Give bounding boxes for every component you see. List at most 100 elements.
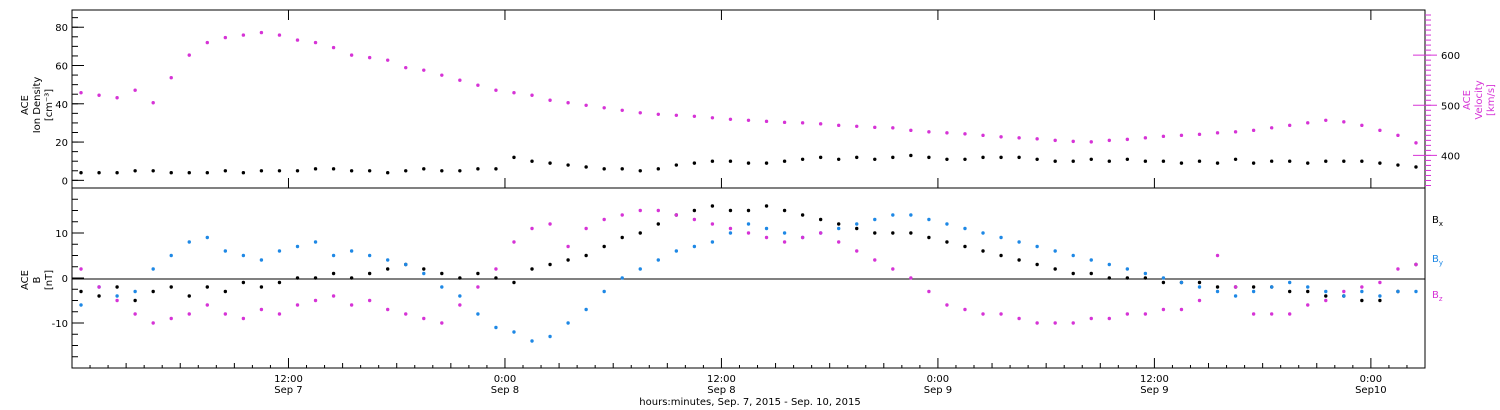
ion-density-point [1342, 159, 1346, 163]
velocity-point [1269, 126, 1274, 130]
velocity-point [1233, 130, 1238, 134]
bx-point [1089, 271, 1093, 276]
top-left-axis-tick-label: 0 [62, 176, 68, 187]
bx-point [97, 294, 101, 298]
ion-density-point [692, 161, 697, 165]
bz-point [223, 312, 228, 316]
bx-point [1017, 258, 1021, 262]
bz-point [891, 267, 895, 271]
bx-point [891, 231, 895, 235]
by-point [656, 258, 660, 262]
ion-density-point [746, 161, 751, 165]
by-point [223, 249, 228, 253]
bz-point [800, 235, 805, 240]
by-point [764, 226, 769, 231]
bx-point [259, 285, 264, 289]
ion-density-point [602, 167, 606, 171]
velocity-point [764, 119, 769, 124]
velocity-point [151, 101, 155, 105]
bx-point [1035, 262, 1039, 267]
x-tick-label-day: Sep 9 [1140, 385, 1168, 396]
x-axis-title: hours:minutes, Sep. 7, 2015 - Sep. 10, 2… [639, 397, 860, 408]
legend-bz: Bz [1432, 290, 1443, 303]
bz-point [873, 258, 877, 262]
ion-density-point [1053, 159, 1057, 163]
velocity-point [638, 111, 642, 115]
bz-point [1306, 303, 1310, 307]
top-right-axis-tick-label: 500 [1441, 101, 1460, 112]
ion-density-point [945, 157, 949, 161]
ion-density-point [349, 169, 354, 173]
velocity-point [187, 53, 191, 57]
by-point [1414, 289, 1418, 294]
top-left-axis-tick-label: 80 [55, 23, 68, 34]
bz-point [259, 307, 264, 312]
by-point [404, 262, 408, 267]
bx-point [476, 271, 480, 276]
ion-density-point [963, 157, 967, 161]
by-point [1360, 289, 1364, 294]
by-point [1089, 258, 1093, 262]
bottom-left-axis-tick-label: 10 [55, 229, 68, 240]
bottom-panel-frame [71, 187, 1426, 369]
bz-point [1269, 312, 1274, 316]
bz-point [1197, 298, 1202, 303]
top-right-axis-title-line2: Velocity [1474, 80, 1485, 119]
bz-point [440, 321, 444, 325]
ion-density-point [1125, 157, 1130, 161]
by-point [548, 334, 552, 339]
bx-point [1251, 285, 1256, 289]
bz-point [1342, 289, 1346, 294]
velocity-point [584, 103, 588, 107]
velocity-point [963, 132, 967, 136]
ion-density-point [728, 159, 733, 163]
velocity-point [981, 133, 985, 138]
by-point [873, 217, 877, 222]
bottom-left-axis-title-line3: [nT] [44, 270, 55, 290]
ion-density-point [277, 169, 282, 173]
velocity-point [295, 38, 300, 42]
ion-density-point [782, 159, 787, 163]
ion-density-point [1035, 157, 1039, 161]
legend-bx-subscript: x [1439, 220, 1443, 228]
bz-point [422, 316, 426, 321]
ion-density-point [386, 170, 390, 175]
bx-point [367, 271, 372, 276]
bx-point [1306, 289, 1310, 294]
x-tick-label-day: Sep 8 [491, 385, 519, 396]
velocity-point [891, 126, 895, 130]
ion-density-point [512, 155, 516, 160]
ion-density-point [710, 159, 715, 163]
by-point [1324, 289, 1328, 294]
ion-density-point [638, 169, 642, 173]
by-point [349, 249, 354, 253]
by-point [692, 244, 697, 249]
ion-density-point [818, 155, 823, 160]
legend-by: By [1432, 254, 1443, 267]
bx-point [1288, 289, 1292, 294]
by-point [1125, 267, 1130, 271]
by-point [331, 253, 336, 258]
bz-point [674, 213, 679, 217]
velocity-point [1251, 128, 1256, 133]
velocity-point [746, 118, 751, 123]
by-point [1251, 289, 1256, 294]
velocity-point [458, 78, 462, 82]
bx-point [602, 244, 606, 249]
bz-point [241, 316, 246, 321]
bottom-left-axis-title-line1: ACE [20, 270, 31, 290]
bx-point [764, 204, 769, 208]
velocity-point [1035, 137, 1039, 141]
bz-point [151, 321, 155, 325]
x-tick-label-day: Sep 9 [924, 385, 952, 396]
bz-point [1414, 262, 1418, 267]
by-point [1035, 244, 1039, 249]
bz-point [277, 312, 282, 316]
bz-point [566, 244, 570, 249]
velocity-point [1125, 137, 1130, 142]
bx-point [1197, 280, 1202, 285]
by-point [638, 267, 642, 271]
bx-point [1161, 280, 1166, 285]
velocity-point [422, 68, 426, 72]
